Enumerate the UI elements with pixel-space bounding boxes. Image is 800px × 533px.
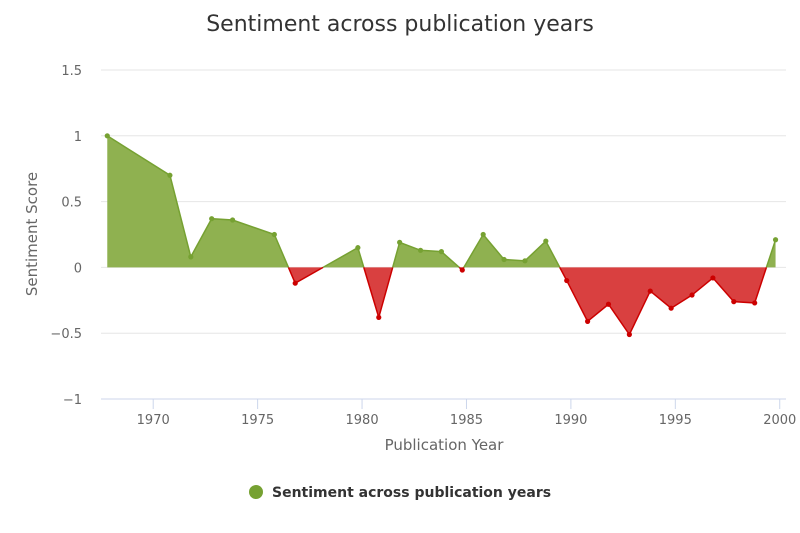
positive-area <box>107 135 289 268</box>
data-point[interactable] <box>355 245 361 251</box>
series-line-segment <box>463 233 561 268</box>
y-tick-label: 0 <box>74 261 82 276</box>
x-tick-label: 1985 <box>450 413 483 428</box>
data-point[interactable] <box>564 277 570 284</box>
data-point[interactable] <box>271 231 277 238</box>
x-tick-label: 1990 <box>554 413 587 428</box>
data-points <box>104 133 779 338</box>
data-point[interactable] <box>668 305 674 311</box>
data-point[interactable] <box>292 280 298 286</box>
y-tick-label: 1 <box>74 130 82 145</box>
data-point[interactable] <box>438 249 445 255</box>
y-tick-label: 1.5 <box>61 64 82 79</box>
data-point[interactable] <box>417 247 424 253</box>
positive-area <box>392 242 460 268</box>
data-point[interactable] <box>376 314 382 321</box>
negative-area <box>288 267 324 284</box>
data-point[interactable] <box>772 237 779 243</box>
data-point[interactable] <box>104 133 110 139</box>
data-point[interactable] <box>710 275 716 281</box>
legend[interactable]: Sentiment across publication years <box>249 485 551 501</box>
data-point[interactable] <box>188 254 194 260</box>
legend-marker <box>249 485 263 499</box>
data-point[interactable] <box>689 292 695 298</box>
data-point[interactable] <box>626 331 632 338</box>
data-point[interactable] <box>209 216 215 222</box>
data-point[interactable] <box>480 231 486 238</box>
chart-title: Sentiment across publication years <box>206 12 594 37</box>
x-tick-label: 1975 <box>241 413 274 428</box>
data-point[interactable] <box>752 300 758 306</box>
data-point[interactable] <box>167 172 173 178</box>
y-axis-title: Sentiment Score <box>23 172 41 296</box>
data-point[interactable] <box>229 217 236 223</box>
data-point[interactable] <box>501 256 507 263</box>
data-point[interactable] <box>605 301 612 307</box>
series-line-segment <box>765 239 777 268</box>
x-axis: 1970 1975 1980 1985 1990 1995 2000 <box>101 398 796 428</box>
data-point[interactable] <box>585 318 591 324</box>
series-line-segment <box>559 267 768 337</box>
legend-label[interactable]: Sentiment across publication years <box>272 485 551 501</box>
y-tick-label: −0.5 <box>50 327 82 342</box>
data-point[interactable] <box>397 239 403 245</box>
y-tick-label: 0.5 <box>61 196 82 211</box>
x-tick-label: 1970 <box>137 413 170 428</box>
x-tick-label: 1995 <box>659 413 692 428</box>
x-tick-label: 1980 <box>346 413 379 428</box>
positive-area <box>463 234 560 268</box>
y-tick-label: −1 <box>63 393 82 408</box>
data-point[interactable] <box>731 299 737 305</box>
negative-area <box>363 267 393 318</box>
data-point[interactable] <box>543 238 549 244</box>
data-point[interactable] <box>459 267 465 273</box>
y-axis-ticks: −1 −0.5 0 0.5 1 1.5 <box>50 64 82 408</box>
data-point[interactable] <box>522 258 528 264</box>
x-axis-title: Publication Year <box>385 436 505 454</box>
x-tick-label: 2000 <box>763 413 796 428</box>
data-point[interactable] <box>647 288 653 294</box>
